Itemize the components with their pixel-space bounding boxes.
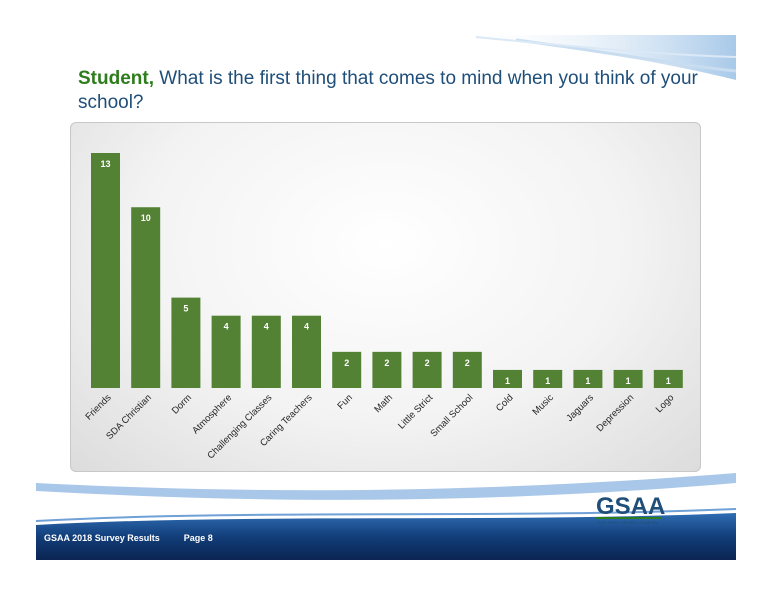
footer-survey-label: GSAA 2018 Survey Results — [44, 533, 160, 543]
data-label-caring-teachers: 4 — [304, 322, 309, 332]
tick-label-logo: Logo — [654, 392, 677, 415]
bar-small-school — [452, 351, 482, 388]
tick-label-music: Music — [530, 392, 555, 417]
page-title: Student, What is the first thing that co… — [78, 67, 708, 115]
data-label-friends: 13 — [100, 159, 110, 169]
logo-wordmark: GSAA — [596, 493, 665, 520]
gsaa-logo: GSAA Gem State Adventist Academy — [594, 490, 668, 526]
tick-label-small-school: Small School — [428, 392, 475, 439]
bar-little-strict — [412, 351, 442, 388]
bar-cold — [493, 369, 522, 388]
footer-wave-decoration — [36, 473, 736, 560]
data-label-atmosphere: 4 — [224, 322, 229, 332]
tick-label-friends: Friends — [83, 392, 113, 422]
data-label-cold: 1 — [505, 376, 510, 386]
data-label-depression: 1 — [626, 376, 631, 386]
bar-caring-teachers — [292, 315, 321, 388]
tick-label-jaguars: Jaguars — [564, 392, 596, 424]
data-label-jaguars: 1 — [585, 376, 590, 386]
footer: GSAA 2018 Survey Results Page 8 — [44, 533, 237, 543]
tick-label-math: Math — [372, 392, 395, 415]
tick-label-depression: Depression — [594, 392, 636, 434]
tick-label-cold: Cold — [494, 392, 516, 414]
bar-music — [533, 369, 563, 388]
slide: Student, What is the first thing that co… — [36, 35, 736, 560]
data-label-small-school: 2 — [465, 358, 470, 368]
bar-friends — [91, 153, 120, 388]
data-label-music: 1 — [545, 376, 550, 386]
bar-dorm — [171, 297, 201, 388]
bar-math — [372, 351, 402, 388]
data-label-little-strict: 2 — [425, 358, 430, 368]
title-question: What is the first thing that comes to mi… — [78, 68, 698, 113]
data-label-logo: 1 — [666, 376, 671, 386]
bar-atmosphere — [211, 315, 241, 388]
bar-depression — [613, 369, 643, 388]
data-label-challenging-classes: 4 — [264, 322, 269, 332]
tick-label-fun: Fun — [335, 392, 354, 411]
chart-frame: 13 Friends 10 SDA Christian 5 Dorm 4 Atmosphere… — [70, 122, 701, 472]
tick-label-dorm: Dorm — [170, 392, 194, 416]
tick-label-atmosphere: Atmosphere — [190, 392, 234, 436]
bar-challenging-classes — [251, 315, 281, 388]
bar-sda-christian — [131, 207, 161, 388]
bar-fun — [332, 351, 362, 388]
data-label-fun: 2 — [344, 358, 349, 368]
bar-logo — [653, 369, 683, 388]
tick-label-little-strict: Little Strict — [396, 392, 435, 431]
footer-page-number: Page 8 — [183, 533, 213, 543]
bar-jaguars — [573, 369, 603, 388]
data-label-dorm: 5 — [183, 304, 188, 314]
data-label-math: 2 — [384, 358, 389, 368]
top-swoosh-decoration — [456, 35, 736, 80]
data-label-sda-christian: 10 — [141, 213, 151, 223]
logo-tagline: Gem State Adventist Academy — [597, 520, 659, 525]
title-lead: Student, — [78, 68, 154, 89]
